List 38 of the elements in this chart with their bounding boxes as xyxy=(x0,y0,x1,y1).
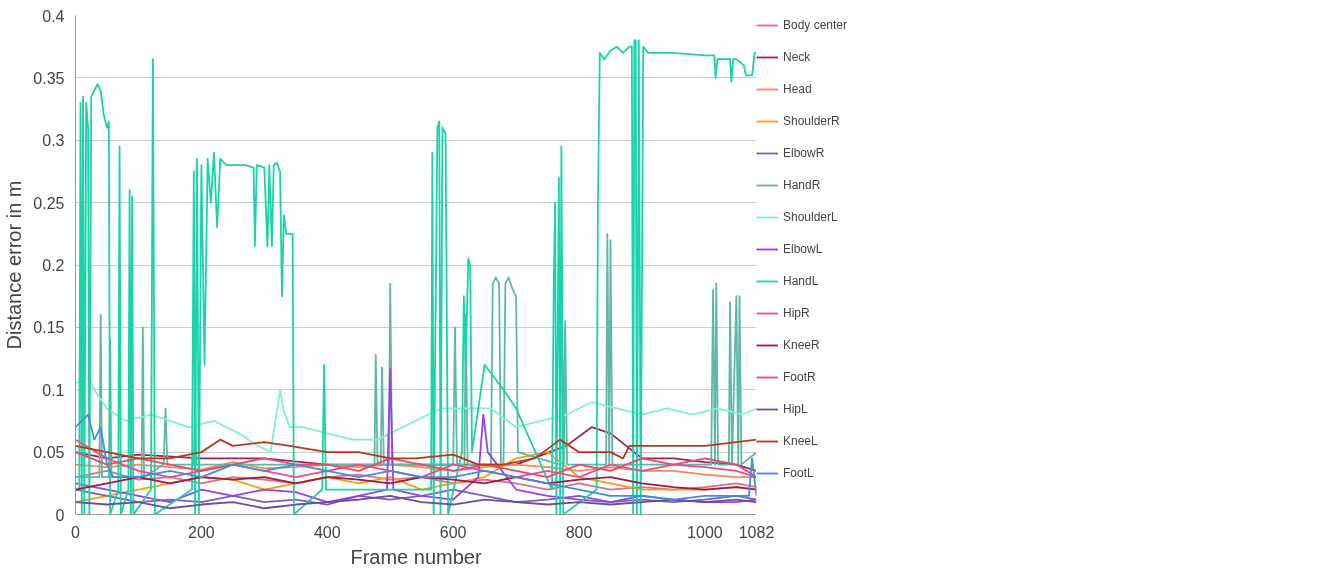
legend-label: FootR xyxy=(783,370,817,384)
y-tick-label: 0.4 xyxy=(42,7,65,25)
x-tick-label: 0 xyxy=(71,523,81,541)
y-tick-label: 0.1 xyxy=(42,381,65,399)
y-tick-label: 0.35 xyxy=(33,69,65,87)
x-tick-label: 600 xyxy=(439,523,467,541)
legend-label: HipL xyxy=(783,402,809,416)
line-series xyxy=(75,488,757,506)
y-axis-title: Distance error in m xyxy=(3,180,26,350)
legend-label: KneeR xyxy=(783,338,821,352)
legend-label: Body center xyxy=(783,18,848,32)
legend-label: ElbowL xyxy=(783,242,824,256)
legend-label: Head xyxy=(783,82,813,96)
x-tick-label: 1082 xyxy=(738,523,775,541)
legend-label: ShoulderL xyxy=(783,210,839,224)
x-axis-title: Frame number xyxy=(350,545,482,568)
y-tick-label: 0.25 xyxy=(33,194,65,212)
y-tick-label: 0 xyxy=(55,506,65,524)
legend-label: FootL xyxy=(783,466,815,480)
y-tick-label: 0.15 xyxy=(33,319,65,337)
line-series xyxy=(75,376,757,454)
x-tick-label: 1000 xyxy=(687,523,723,541)
y-tick-label: 0.2 xyxy=(42,257,65,274)
line-series xyxy=(75,494,757,510)
legend-label: HandL xyxy=(783,274,820,288)
legend-label: Neck xyxy=(783,50,812,64)
line-series xyxy=(75,476,757,491)
y-tick-label: 0.3 xyxy=(42,132,65,150)
x-tick-label: 400 xyxy=(313,523,341,541)
legend-label: HipR xyxy=(783,306,811,320)
x-tick-label: 200 xyxy=(188,523,215,541)
legend-label: ShoulderR xyxy=(783,114,841,128)
line-series xyxy=(75,451,757,478)
legend-label: KneeL xyxy=(783,434,819,448)
y-tick-label: 0.05 xyxy=(33,444,65,462)
x-tick-label: 800 xyxy=(565,523,593,541)
legend-label: ElbowR xyxy=(783,146,826,160)
legend-label: HandR xyxy=(783,178,822,192)
